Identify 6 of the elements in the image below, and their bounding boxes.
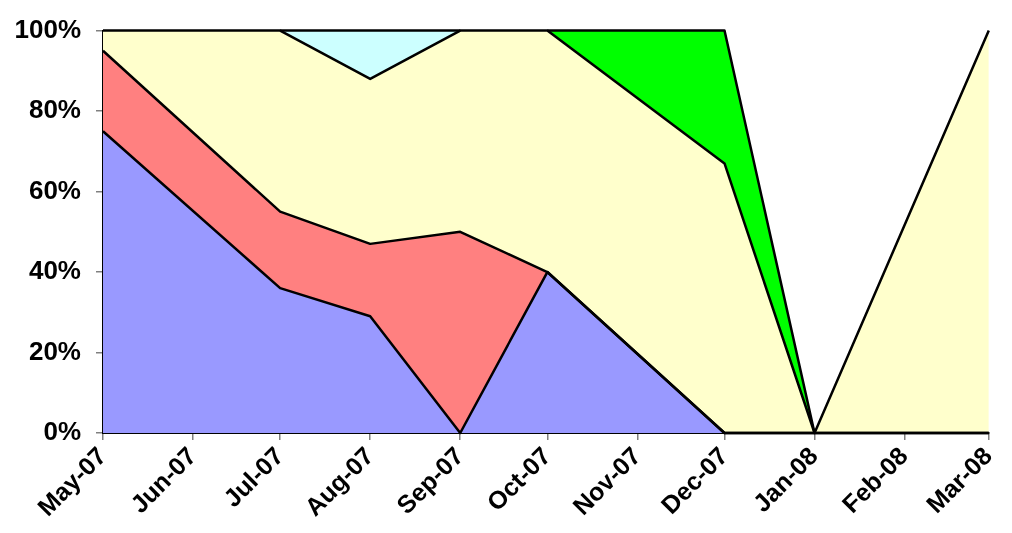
y-tick-label: 100% (14, 13, 81, 44)
y-tick-label: 60% (28, 174, 81, 205)
y-tick-label: 0% (43, 416, 81, 447)
y-tick-label: 20% (28, 335, 81, 366)
y-tick-label: 40% (28, 255, 81, 286)
y-tick-label: 80% (28, 94, 81, 125)
